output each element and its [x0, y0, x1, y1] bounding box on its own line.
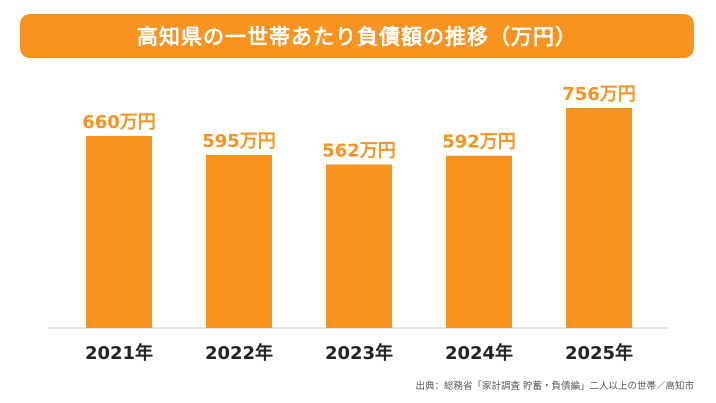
chart-title-banner: 高知県の一世帯あたり負債額の推移（万円） [20, 14, 694, 58]
bar-4 [566, 108, 632, 328]
source-note: 出典：総務省「家計調査 貯蓄・負債編」二人以上の世帯／高知市 [415, 381, 694, 392]
x-tick-label-2: 2023年 [325, 342, 393, 364]
x-tick-label-3: 2024年 [445, 342, 513, 364]
x-tick-label-4: 2025年 [565, 342, 633, 364]
bar-0 [86, 135, 152, 328]
data-label-2: 562万円 [322, 140, 396, 161]
data-label-0: 660万円 [82, 112, 156, 133]
bar-1 [206, 154, 272, 328]
x-tick-label-0: 2021年 [85, 342, 153, 364]
x-tick-label-1: 2022年 [205, 342, 273, 364]
data-label-1: 595万円 [202, 131, 276, 152]
chart-title: 高知県の一世帯あたり負債額の推移（万円） [137, 25, 577, 49]
bar-3 [446, 155, 512, 328]
data-label-3: 592万円 [442, 132, 516, 153]
data-label-4: 756万円 [562, 84, 636, 105]
bar-2 [326, 164, 392, 328]
